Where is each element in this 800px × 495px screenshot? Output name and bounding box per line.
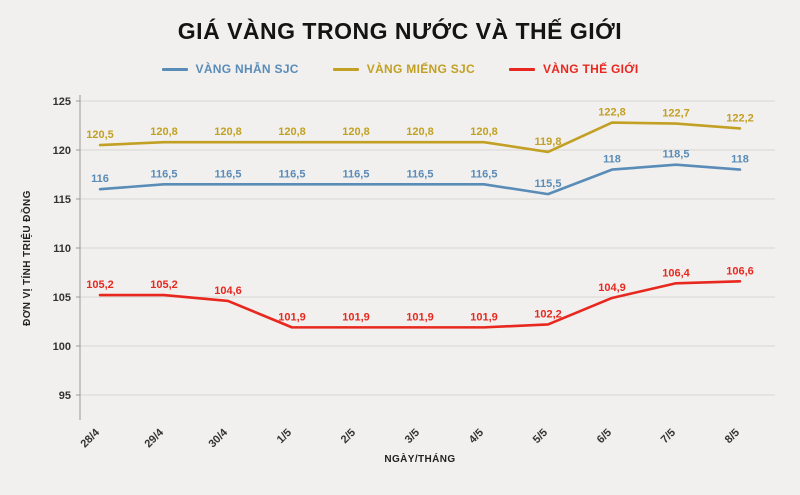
y-tick-labels: 125 120 115 110 105 100 95 xyxy=(53,96,71,402)
svg-text:120,8: 120,8 xyxy=(214,126,242,138)
svg-text:8/5: 8/5 xyxy=(723,427,742,446)
legend-marker-line xyxy=(332,67,359,71)
svg-text:106,4: 106,4 xyxy=(662,267,690,279)
svg-text:118: 118 xyxy=(731,154,749,166)
svg-text:120,8: 120,8 xyxy=(406,126,434,138)
series-line-0 xyxy=(98,163,742,196)
svg-text:102,2: 102,2 xyxy=(534,308,562,320)
svg-text:5/5: 5/5 xyxy=(531,427,550,446)
svg-text:101,9: 101,9 xyxy=(342,311,370,323)
svg-text:28/4: 28/4 xyxy=(78,426,102,450)
legend-label: VÀNG NHẪN SJC xyxy=(195,62,299,76)
x-tick-labels: 28/4 29/4 30/4 1/5 2/5 3/5 4/5 5/5 6/5 7/5 8/5 xyxy=(78,426,742,450)
svg-text:105: 105 xyxy=(53,292,71,304)
svg-text:30/4: 30/4 xyxy=(206,426,230,450)
svg-text:6/5: 6/5 xyxy=(595,427,614,446)
svg-text:116,5: 116,5 xyxy=(279,168,306,180)
svg-text:120,5: 120,5 xyxy=(86,129,114,141)
svg-text:122,8: 122,8 xyxy=(598,107,626,119)
svg-text:1/5: 1/5 xyxy=(275,427,294,446)
svg-text:120,8: 120,8 xyxy=(470,126,498,138)
svg-text:7/5: 7/5 xyxy=(659,427,678,446)
svg-text:120,8: 120,8 xyxy=(278,126,306,138)
svg-text:101,9: 101,9 xyxy=(406,311,434,323)
svg-text:122,2: 122,2 xyxy=(726,112,754,124)
svg-text:119,8: 119,8 xyxy=(535,136,562,148)
series-labels-0: 116 116,5 116,5 116,5 116,5 116,5 116,5 115,5 11… xyxy=(91,149,749,190)
svg-text:116,5: 116,5 xyxy=(151,168,178,180)
legend-item[interactable]: VÀNG MIẾNG SJC xyxy=(332,62,475,76)
svg-text:116,5: 116,5 xyxy=(407,168,434,180)
svg-text:116: 116 xyxy=(91,173,109,185)
svg-text:4/5: 4/5 xyxy=(467,427,486,446)
svg-text:120: 120 xyxy=(53,145,71,157)
legend-label: VÀNG THẾ GIỚI xyxy=(542,62,639,76)
x-axis-title: NGÀY/THÁNG xyxy=(384,452,455,465)
svg-text:110: 110 xyxy=(53,243,71,255)
legend-item[interactable]: VÀNG THẾ GIỚI xyxy=(508,62,639,76)
svg-text:118: 118 xyxy=(603,154,621,166)
legend-marker-line xyxy=(508,67,535,71)
svg-text:101,9: 101,9 xyxy=(278,311,306,323)
svg-text:125: 125 xyxy=(53,96,71,108)
series-line-2 xyxy=(98,280,742,329)
chart-title: GIÁ VÀNG TRONG NƯỚC VÀ THẾ GIỚI xyxy=(177,18,623,44)
svg-text:95: 95 xyxy=(59,390,71,402)
svg-text:118,5: 118,5 xyxy=(663,149,690,161)
series-line-1 xyxy=(98,121,742,154)
svg-text:105,2: 105,2 xyxy=(86,279,114,291)
y-axis-title: ĐƠN VỊ TÍNH TRIỆU ĐỒNG xyxy=(20,190,33,326)
svg-text:101,9: 101,9 xyxy=(470,311,498,323)
svg-text:104,6: 104,6 xyxy=(214,285,242,297)
svg-text:2/5: 2/5 xyxy=(339,427,358,446)
svg-text:115,5: 115,5 xyxy=(535,178,562,190)
legend-marker-line xyxy=(161,67,188,71)
svg-text:105,2: 105,2 xyxy=(150,279,178,291)
legend-item[interactable]: VÀNG NHẪN SJC xyxy=(161,62,299,76)
svg-text:3/5: 3/5 xyxy=(403,427,422,446)
chart-legend: VÀNG NHẪN SJC VÀNG MIẾNG SJC VÀNG THẾ GIỚI xyxy=(0,62,800,76)
svg-text:120,8: 120,8 xyxy=(150,126,178,138)
series-labels-1: 120,5 120,8 120,8 120,8 120,8 120,8 120,8 119,8… xyxy=(86,107,754,148)
series-labels-2: 105,2 105,2 104,6 101,9 101,9 101,9 101,9 102,2… xyxy=(86,265,754,323)
legend-label: VÀNG MIẾNG SJC xyxy=(366,62,475,76)
svg-text:116,5: 116,5 xyxy=(343,168,370,180)
svg-text:116,5: 116,5 xyxy=(471,168,498,180)
svg-text:120,8: 120,8 xyxy=(342,126,370,138)
svg-text:104,9: 104,9 xyxy=(598,282,626,294)
svg-text:106,6: 106,6 xyxy=(726,265,754,277)
svg-text:115: 115 xyxy=(53,194,71,206)
svg-text:122,7: 122,7 xyxy=(662,108,690,120)
svg-text:29/4: 29/4 xyxy=(142,426,166,450)
gridlines xyxy=(76,100,775,396)
svg-text:100: 100 xyxy=(53,341,71,353)
svg-text:116,5: 116,5 xyxy=(215,168,242,180)
